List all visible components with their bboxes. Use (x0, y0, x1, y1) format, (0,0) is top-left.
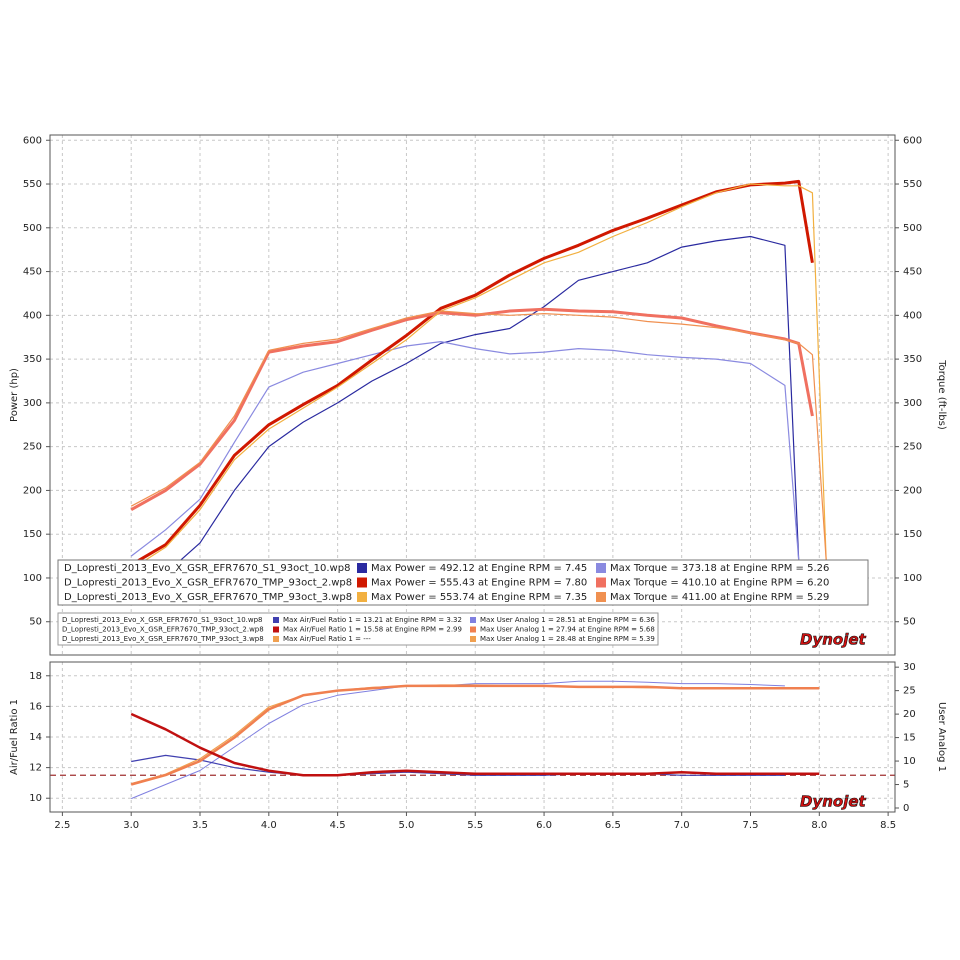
y-tick-label: 100 (23, 573, 42, 584)
series-line (165, 235, 800, 575)
y2-tick-label: 20 (903, 709, 916, 720)
small-legend-file: D_Lopresti_2013_Evo_X_GSR_EFR7670_S1_93o… (62, 616, 263, 624)
x-tick-label: 8.0 (811, 820, 827, 831)
x-tick-label: 2.5 (54, 820, 70, 831)
legend-box (57, 559, 869, 606)
y-tick-label: 450 (23, 267, 42, 278)
y-axis-label: Power (hp) (9, 368, 20, 422)
y-tick-label: 150 (23, 529, 42, 540)
series-line (130, 310, 827, 561)
legend-torque: Max Torque = 410.10 at Engine RPM = 6.20 (610, 578, 829, 589)
x-tick-label: 7.5 (743, 820, 759, 831)
x-tick-label: 3.0 (123, 820, 139, 831)
y-tick-label: 550 (23, 179, 42, 190)
y2-tick-label: 25 (903, 686, 916, 697)
y2-tick-label: 450 (903, 267, 922, 278)
small-legend-afr: Max Air/Fuel Ratio 1 = 13.21 at Engine R… (283, 616, 462, 624)
x-tick-label: 6.5 (605, 820, 621, 831)
y2-tick-label: 250 (903, 442, 922, 453)
legend-power: Max Power = 555.43 at Engine RPM = 7.80 (371, 578, 587, 589)
legend-swatch (357, 563, 367, 573)
legend-swatch (596, 592, 606, 602)
x-tick-label: 4.5 (330, 820, 346, 831)
y-tick-label: 350 (23, 354, 42, 365)
small-legend-analog: Max User Analog 1 = 28.51 at Engine RPM … (480, 616, 655, 624)
legend-swatch (596, 577, 606, 588)
small-legend-swatch (273, 617, 279, 623)
small-legend-box (57, 612, 659, 646)
small-legend-swatch (273, 636, 279, 642)
series-line (131, 754, 785, 776)
logo: Dynojet (800, 793, 867, 811)
series-line (130, 183, 827, 570)
y2-tick-label: 5 (903, 780, 909, 791)
y2-tick-label: 600 (903, 135, 922, 146)
legend-torque: Max Torque = 411.00 at Engine RPM = 5.29 (610, 592, 829, 603)
y2-axis-label: Torque (ft-lbs) (936, 359, 947, 430)
legend-swatch (357, 592, 367, 602)
logo: Dynojet (800, 631, 867, 649)
small-legend-swatch (470, 626, 476, 633)
series-line (130, 307, 814, 512)
y-axis-label: Air/Fuel Ratio 1 (9, 699, 20, 775)
legend-swatch (357, 577, 367, 588)
y2-tick-label: 200 (903, 485, 922, 496)
small-legend-swatch (273, 626, 279, 633)
small-legend-afr: Max Air/Fuel Ratio 1 = 15.58 at Engine R… (283, 626, 462, 634)
y-tick-label: 600 (23, 135, 42, 146)
small-legend-swatch (470, 636, 476, 642)
x-tick-label: 6.0 (536, 820, 552, 831)
y-tick-label: 50 (29, 617, 42, 628)
y-tick-label: 16 (29, 701, 42, 712)
y-tick-label: 10 (29, 793, 42, 804)
small-legend-analog: Max User Analog 1 = 28.48 at Engine RPM … (480, 635, 655, 643)
series-line (130, 712, 820, 777)
y2-tick-label: 150 (903, 529, 922, 540)
y-tick-label: 18 (29, 671, 42, 682)
x-tick-label: 8.5 (880, 820, 896, 831)
small-legend-file: D_Lopresti_2013_Evo_X_GSR_EFR7670_TMP_93… (62, 626, 264, 634)
y2-tick-label: 400 (903, 310, 922, 321)
legend-file: D_Lopresti_2013_Evo_X_GSR_EFR7670_TMP_93… (64, 592, 352, 603)
y2-tick-label: 10 (903, 756, 916, 767)
legend-power: Max Power = 553.74 at Engine RPM = 7.35 (371, 592, 587, 603)
plot-frame (49, 134, 896, 656)
y2-axis-label: User Analog 1 (936, 702, 947, 772)
x-tick-label: 3.5 (192, 820, 208, 831)
small-legend-analog: Max User Analog 1 = 27.94 at Engine RPM … (480, 626, 655, 634)
y2-tick-label: 30 (903, 662, 916, 673)
y2-tick-label: 500 (903, 223, 922, 234)
x-tick-label: 7.0 (674, 820, 690, 831)
y2-tick-label: 15 (903, 733, 916, 744)
legend-power: Max Power = 492.12 at Engine RPM = 7.45 (371, 563, 587, 574)
y2-tick-label: 50 (903, 617, 916, 628)
y2-tick-label: 300 (903, 398, 922, 409)
y2-tick-label: 350 (903, 354, 922, 365)
y2-tick-label: 0 (903, 803, 909, 814)
y-tick-label: 200 (23, 485, 42, 496)
small-legend-afr: Max Air/Fuel Ratio 1 = --- (283, 635, 371, 643)
y-tick-label: 12 (29, 763, 42, 774)
x-tick-label: 5.0 (398, 820, 414, 831)
legend-file: D_Lopresti_2013_Evo_X_GSR_EFR7670_TMP_93… (64, 578, 352, 589)
legend-torque: Max Torque = 373.18 at Engine RPM = 5.26 (610, 563, 829, 574)
y2-tick-label: 100 (903, 573, 922, 584)
legend-file: D_Lopresti_2013_Evo_X_GSR_EFR7670_S1_93o… (64, 563, 350, 574)
y-tick-label: 250 (23, 442, 42, 453)
small-legend-file: D_Lopresti_2013_Evo_X_GSR_EFR7670_TMP_93… (62, 635, 264, 643)
series-line (130, 684, 820, 786)
y-tick-label: 500 (23, 223, 42, 234)
x-tick-label: 5.5 (467, 820, 483, 831)
small-legend-swatch (470, 617, 476, 623)
y2-tick-label: 550 (903, 179, 922, 190)
y-tick-label: 300 (23, 398, 42, 409)
y-tick-label: 400 (23, 310, 42, 321)
series-line (130, 341, 800, 561)
y-tick-label: 14 (29, 732, 42, 743)
plot-frame (49, 661, 896, 813)
legend-swatch (596, 563, 606, 573)
x-tick-label: 4.0 (261, 820, 277, 831)
